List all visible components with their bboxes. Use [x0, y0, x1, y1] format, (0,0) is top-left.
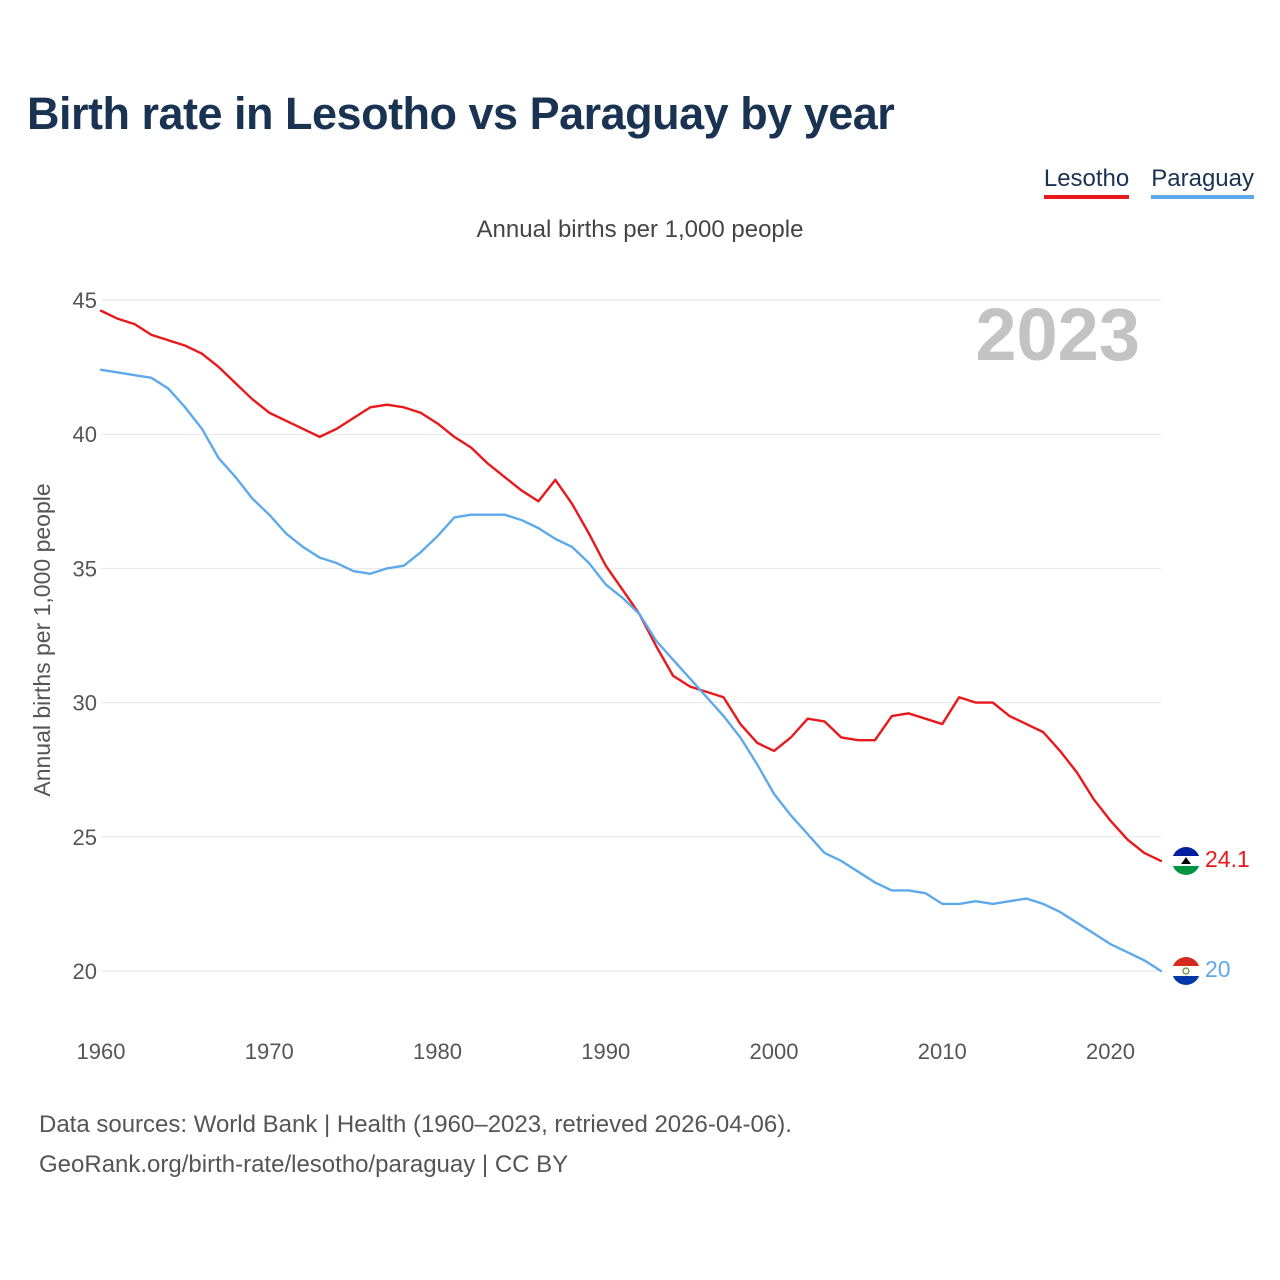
gridlines	[101, 299, 1161, 972]
end-label-paraguay: 20	[1205, 956, 1231, 982]
x-tick-label: 1970	[245, 1039, 294, 1064]
chart-subtitle: Annual births per 1,000 people	[476, 216, 804, 243]
x-tick-label: 1980	[413, 1039, 462, 1064]
x-tick-label: 1990	[581, 1039, 630, 1064]
y-tick-label: 20	[73, 959, 97, 984]
legend-item-paraguay[interactable]: Paraguay	[1151, 165, 1254, 199]
y-axis-label: Annual births per 1,000 people	[29, 483, 55, 796]
y-tick-label: 30	[73, 691, 97, 716]
y-axis-ticks: 20 25 30 35 40 45	[73, 288, 97, 984]
chart-title: Birth rate in Lesotho vs Paraguay by yea…	[27, 88, 895, 139]
lesotho-flag-icon	[1172, 847, 1200, 875]
y-tick-label: 25	[73, 825, 97, 850]
x-tick-label: 2010	[918, 1039, 967, 1064]
y-tick-label: 35	[73, 556, 97, 581]
series-line-paraguay	[99, 368, 1163, 973]
source-line-1: Data sources: World Bank | Health (1960–…	[39, 1111, 792, 1138]
source-line-2[interactable]: GeoRank.org/birth-rate/lesotho/paraguay …	[39, 1151, 569, 1178]
x-axis-ticks: 1960 1970 1980 1990 2000 2010 2020	[77, 1039, 1135, 1064]
end-label-lesotho: 24.1	[1205, 846, 1250, 872]
series-line-lesotho	[99, 309, 1163, 863]
legend-item-lesotho[interactable]: Lesotho	[1043, 165, 1130, 199]
x-tick-label: 2020	[1086, 1039, 1135, 1064]
x-tick-label: 2000	[750, 1039, 799, 1064]
year-label: 2023	[975, 293, 1140, 376]
x-tick-label: 1960	[77, 1039, 126, 1064]
paraguay-flag-icon	[1172, 957, 1200, 985]
series-lines	[99, 309, 1163, 973]
source-note: Data sources: World Bank | Health (1960–…	[39, 1105, 792, 1185]
y-tick-label: 45	[73, 288, 97, 313]
legend: Lesotho Paraguay	[1043, 165, 1254, 199]
y-tick-label: 40	[73, 422, 97, 447]
